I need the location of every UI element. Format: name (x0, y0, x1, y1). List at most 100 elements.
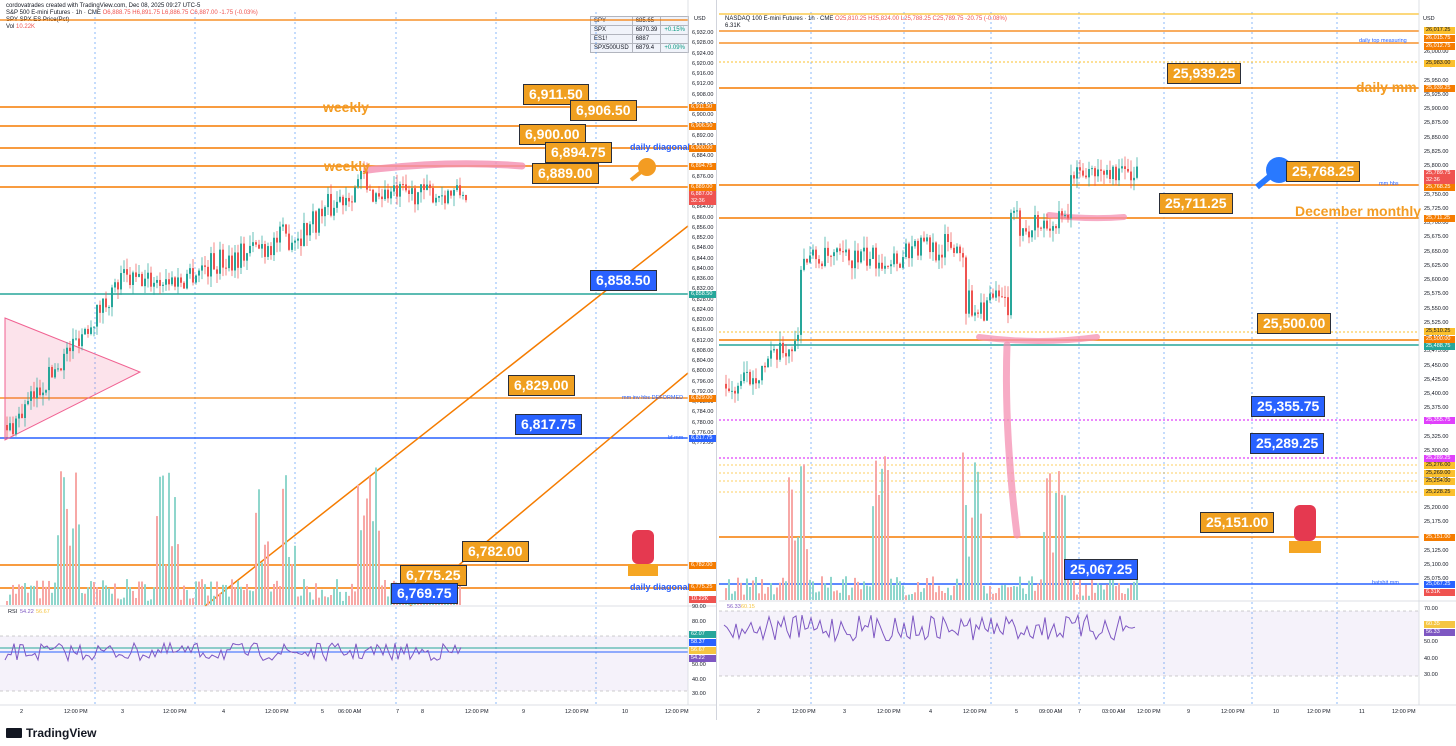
candle-body (974, 312, 976, 316)
volume-bar (261, 562, 263, 605)
volume-bar (267, 541, 269, 605)
candle-body (315, 211, 317, 233)
candle-body (848, 249, 850, 261)
right-chart-panel[interactable]: NASDAQ 100 E-mini Futures · 1h · CME O25… (719, 0, 1456, 720)
candle-body (111, 287, 113, 308)
candle-body (24, 404, 26, 418)
candle-body (728, 388, 730, 392)
candle-body (776, 349, 778, 360)
annot-mm-hbs: mm hbs (1379, 181, 1399, 187)
volume-bar (755, 576, 757, 600)
volume-bar (815, 592, 817, 600)
volume-bar (150, 599, 152, 605)
volume-bar (153, 587, 155, 605)
x-axis-label: 12:00 PM (1221, 709, 1245, 715)
y-axis-tick: 25,575.00 (1424, 291, 1449, 298)
candle-body (986, 300, 988, 321)
key-icon-shaft (629, 170, 643, 182)
candle-body (1091, 168, 1093, 170)
price-callout: 6,775.25 (400, 565, 467, 586)
volume-bar (333, 588, 335, 605)
volume-bar (1028, 580, 1030, 600)
candle-body (1067, 214, 1069, 219)
x-axis-label: 12:00 PM (1392, 709, 1416, 715)
candle-body (63, 353, 65, 371)
candle-body (237, 252, 239, 268)
lipstick-icon-base (1289, 541, 1321, 553)
candle-body (30, 391, 32, 401)
volume-bar (941, 590, 943, 600)
y-axis-tick: 6,788.00 (692, 399, 714, 405)
candle-body (45, 390, 47, 393)
rsi-axis-tag: 62.07 (689, 631, 716, 638)
price-axis-tag: 25,711.25 (1424, 215, 1455, 222)
volume-bar (1064, 495, 1066, 600)
candle-body (414, 188, 416, 205)
price-callout: 6,911.50 (523, 84, 589, 105)
chart-symbol-ohlc: S&P 500 E-mini Futures · 1h · CME O6,888… (6, 10, 258, 17)
y-axis-tick: 25,650.00 (1424, 248, 1449, 255)
candle-body (105, 298, 107, 308)
volume-bar (6, 600, 8, 605)
volume-bar (1109, 579, 1111, 600)
tradingview-logo-icon (6, 728, 22, 738)
candle-body (456, 185, 458, 191)
volume-bar (845, 576, 847, 600)
y-axis-tick: 6,848.00 (692, 245, 714, 252)
volume-bar (836, 590, 838, 600)
candle-body (842, 251, 844, 253)
candle-body (725, 383, 727, 389)
volume-bar (869, 586, 871, 600)
volume-bar (1049, 473, 1051, 600)
rsi-value: 56.33 (727, 604, 741, 610)
candle-body (21, 413, 23, 418)
volume-bar (1031, 576, 1033, 600)
annot-mm-inv: mm inv hbs DEFORMED (622, 395, 684, 401)
volume-bar (1025, 593, 1027, 600)
candle-body (108, 307, 110, 309)
candle-body (129, 274, 131, 286)
volume-bar (1004, 584, 1006, 600)
volume-bar (965, 505, 967, 600)
volume-bar (1082, 595, 1084, 600)
candle-body (872, 247, 874, 259)
candle-body (327, 193, 329, 208)
volume-bar (108, 588, 110, 605)
candle-body (1010, 212, 1012, 316)
candle-body (794, 340, 796, 352)
volume-bar (324, 596, 326, 605)
volume-bar (1112, 577, 1114, 600)
x-axis-label: 5 (321, 709, 325, 715)
volume-bar (273, 583, 275, 605)
x-axis-label: 4 (222, 709, 226, 715)
volume-bar (336, 579, 338, 605)
y-axis-tick: 6,884.00 (692, 153, 714, 159)
volume-bar (752, 580, 754, 600)
y-axis-tick: 25,400.00 (1424, 391, 1449, 397)
y-axis-tick: 6,828.00 (692, 296, 714, 303)
candle-body (1043, 220, 1045, 229)
x-axis-label: 12:00 PM (792, 709, 816, 715)
candle-body (411, 188, 413, 194)
candle-body (773, 349, 775, 351)
price-axis-tag: 32:36 (689, 198, 716, 205)
volume-legend-right: 6.31K (725, 23, 741, 29)
currency-label: USD (694, 16, 706, 22)
volume-bar (78, 524, 80, 605)
rsi-axis-tick: 30.00 (1424, 672, 1438, 678)
symbol-name: S&P 500 E-mini Futures · 1h · CME (6, 10, 101, 16)
candle-body (959, 246, 961, 254)
price-axis-tag: 26,012.75 (1424, 43, 1455, 50)
left-chart-panel[interactable]: cordovatrades created with TradingView.c… (0, 0, 717, 720)
candle-body (902, 257, 904, 268)
price-callout: 25,500.00 (1257, 313, 1332, 334)
candle-body (809, 255, 811, 263)
y-axis-tick: 25,600.00 (1424, 277, 1449, 283)
volume-bar (1088, 595, 1090, 600)
candle-body (1133, 177, 1135, 181)
rsi-axis-tag: 58.37 (689, 639, 716, 646)
volume-bar (992, 593, 994, 600)
y-axis-tick: 25,925.00 (1424, 91, 1449, 98)
volume-bar (204, 584, 206, 605)
candle-body (402, 184, 404, 186)
